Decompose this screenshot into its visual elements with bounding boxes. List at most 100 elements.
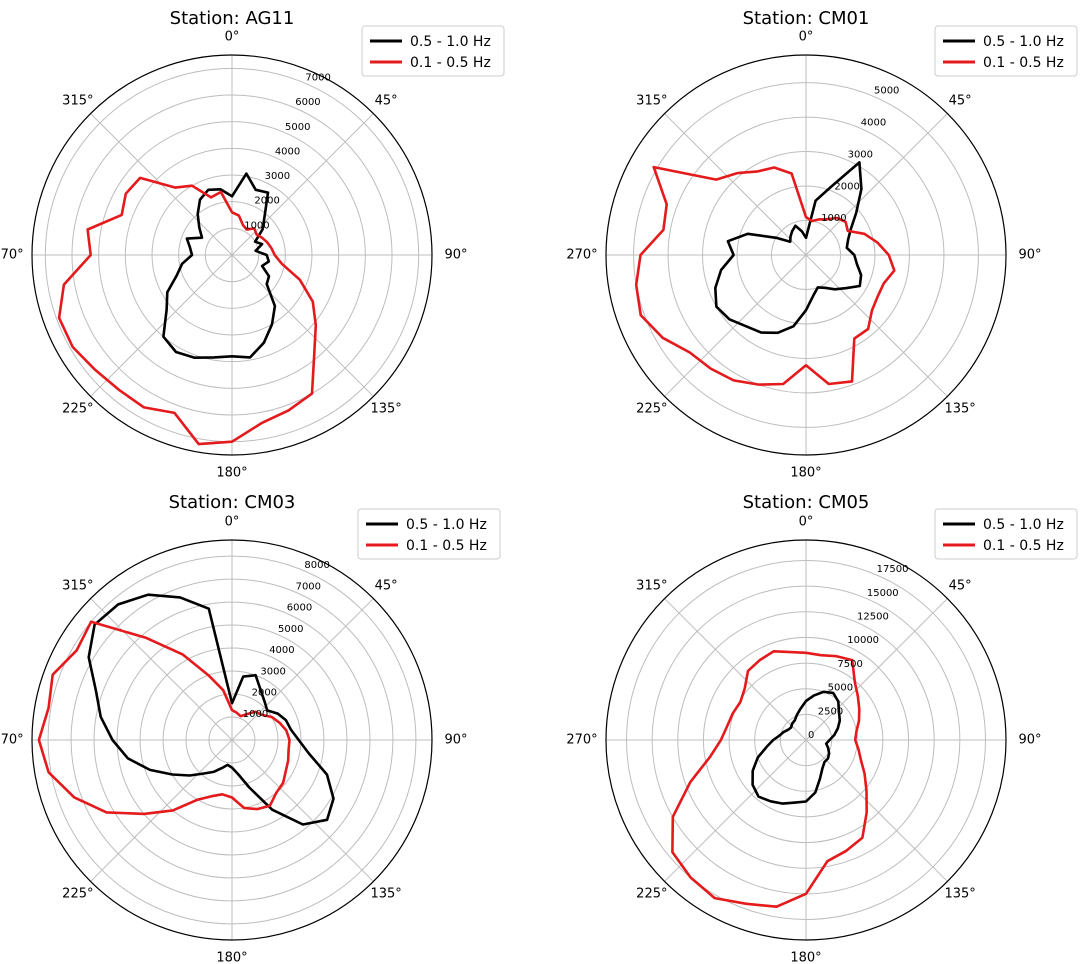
chart-title: Station: CM01 bbox=[743, 8, 870, 29]
angular-grid-spoke bbox=[664, 113, 807, 256]
angle-tick-label: 90° bbox=[1018, 248, 1041, 263]
radial-tick-label: 12500 bbox=[857, 612, 889, 623]
angle-tick-label: 0° bbox=[799, 30, 814, 45]
polar-panel-cm05: Station: CM05 0° 45° 90° 135° 180° 225° 270° 315… bbox=[566, 492, 1078, 964]
legend-label: 0.1 - 0.5 Hz bbox=[410, 55, 491, 71]
angular-grid-spoke bbox=[664, 739, 807, 882]
angle-tick-label: 225° bbox=[62, 887, 93, 902]
angle-tick-label: 90° bbox=[444, 733, 467, 748]
angle-tick-label: 315° bbox=[636, 578, 667, 593]
angle-tick-label: 315° bbox=[62, 578, 93, 593]
angle-tick-label: 180° bbox=[790, 951, 821, 964]
chart-title: Station: AG11 bbox=[170, 8, 295, 29]
polar-rim bbox=[31, 539, 433, 941]
polar-panel-cm03: Station: CM03 0° 45° 90° 135° 180° 225° 270° 315… bbox=[0, 492, 501, 964]
angle-tick-label: 0° bbox=[799, 515, 814, 530]
legend: 0.5 - 1.0 Hz 0.1 - 0.5 Hz bbox=[361, 25, 505, 77]
angle-tick-label: 270° bbox=[0, 733, 24, 748]
series-line-high-band bbox=[162, 172, 277, 359]
angular-grid-spoke bbox=[231, 739, 374, 882]
radial-tick-label: 7000 bbox=[296, 581, 321, 592]
angle-tick-label: 270° bbox=[0, 248, 24, 263]
angle-tick-label: 0° bbox=[225, 515, 240, 530]
legend-label: 0.1 - 0.5 Hz bbox=[983, 538, 1064, 554]
legend-label: 0.5 - 1.0 Hz bbox=[983, 517, 1064, 533]
radial-tick-label: 0 bbox=[808, 730, 814, 741]
angle-tick-label: 45° bbox=[949, 578, 972, 593]
angle-tick-label: 45° bbox=[375, 578, 398, 593]
angle-tick-label: 315° bbox=[62, 93, 93, 108]
angular-grid-spoke bbox=[90, 254, 233, 397]
radial-tick-label: 6000 bbox=[295, 97, 320, 108]
radial-tick-label: 5000 bbox=[828, 683, 853, 694]
radial-tick-label: 2000 bbox=[254, 196, 279, 207]
radial-tick-label: 10000 bbox=[847, 635, 879, 646]
series-line-high-band bbox=[751, 690, 842, 805]
radial-tick-label: 2500 bbox=[818, 706, 843, 717]
legend-label: 0.5 - 1.0 Hz bbox=[983, 34, 1064, 50]
polar-rim bbox=[31, 54, 433, 456]
radial-tick-label: 6000 bbox=[287, 603, 312, 614]
series-line-low-band bbox=[634, 165, 896, 386]
series-line-low-band bbox=[37, 620, 291, 816]
series-line-high-band bbox=[714, 161, 863, 335]
angle-tick-label: 135° bbox=[370, 402, 401, 417]
angular-grid-spoke bbox=[805, 113, 948, 256]
angle-tick-label: 135° bbox=[370, 887, 401, 902]
legend: 0.5 - 1.0 Hz 0.1 - 0.5 Hz bbox=[934, 25, 1078, 77]
angular-grid-spoke bbox=[664, 254, 807, 397]
angular-grid-spoke bbox=[90, 598, 233, 741]
radial-tick-label: 3000 bbox=[848, 149, 873, 160]
series-line-low-band bbox=[671, 650, 868, 908]
angle-tick-label: 135° bbox=[944, 402, 975, 417]
legend-label: 0.5 - 1.0 Hz bbox=[410, 34, 491, 50]
angle-tick-label: 90° bbox=[1018, 733, 1041, 748]
radial-tick-label: 3000 bbox=[260, 666, 285, 677]
angle-tick-label: 315° bbox=[636, 93, 667, 108]
angle-tick-label: 225° bbox=[62, 402, 93, 417]
series-line-low-band bbox=[57, 176, 318, 446]
angular-grid-spoke bbox=[805, 598, 948, 741]
chart-title: Station: CM03 bbox=[169, 492, 296, 513]
angular-grid-spoke bbox=[231, 254, 374, 397]
angle-tick-label: 225° bbox=[636, 402, 667, 417]
legend: 0.5 - 1.0 Hz 0.1 - 0.5 Hz bbox=[934, 508, 1078, 560]
radial-tick-label: 3000 bbox=[265, 171, 290, 182]
angle-tick-label: 270° bbox=[566, 733, 597, 748]
angular-grid-spoke bbox=[805, 739, 948, 882]
legend-label: 0.1 - 0.5 Hz bbox=[406, 538, 487, 554]
radial-tick-label: 15000 bbox=[867, 588, 899, 599]
radial-tick-label: 4000 bbox=[861, 118, 886, 129]
angle-tick-label: 180° bbox=[216, 466, 247, 481]
radial-tick-label: 2000 bbox=[252, 688, 277, 699]
legend-label: 0.1 - 0.5 Hz bbox=[983, 55, 1064, 71]
radial-tick-label: 8000 bbox=[304, 560, 329, 571]
radial-tick-label: 1000 bbox=[821, 213, 846, 224]
legend-label: 0.5 - 1.0 Hz bbox=[406, 517, 487, 533]
polar-rim bbox=[605, 54, 1007, 456]
angular-grid-spoke bbox=[231, 598, 374, 741]
angle-tick-label: 180° bbox=[216, 951, 247, 964]
series-line-high-band bbox=[87, 593, 335, 826]
radial-tick-label: 1000 bbox=[243, 709, 268, 720]
angle-tick-label: 45° bbox=[375, 93, 398, 108]
radial-tick-label: 1000 bbox=[244, 220, 269, 231]
angle-tick-label: 45° bbox=[949, 93, 972, 108]
angle-tick-label: 135° bbox=[944, 887, 975, 902]
radial-tick-label: 4000 bbox=[269, 645, 294, 656]
angle-tick-label: 0° bbox=[225, 30, 240, 45]
angle-tick-label: 225° bbox=[636, 887, 667, 902]
angle-tick-label: 180° bbox=[790, 466, 821, 481]
radial-tick-label: 17500 bbox=[877, 564, 909, 575]
radial-tick-label: 7000 bbox=[305, 73, 330, 84]
chart-title: Station: CM05 bbox=[743, 492, 870, 513]
radial-tick-label: 2000 bbox=[834, 181, 859, 192]
radial-tick-label: 5000 bbox=[285, 122, 310, 133]
angle-tick-label: 270° bbox=[566, 248, 597, 263]
angular-grid-spoke bbox=[664, 598, 807, 741]
radial-tick-label: 5000 bbox=[874, 86, 899, 97]
radial-tick-label: 4000 bbox=[275, 146, 300, 157]
